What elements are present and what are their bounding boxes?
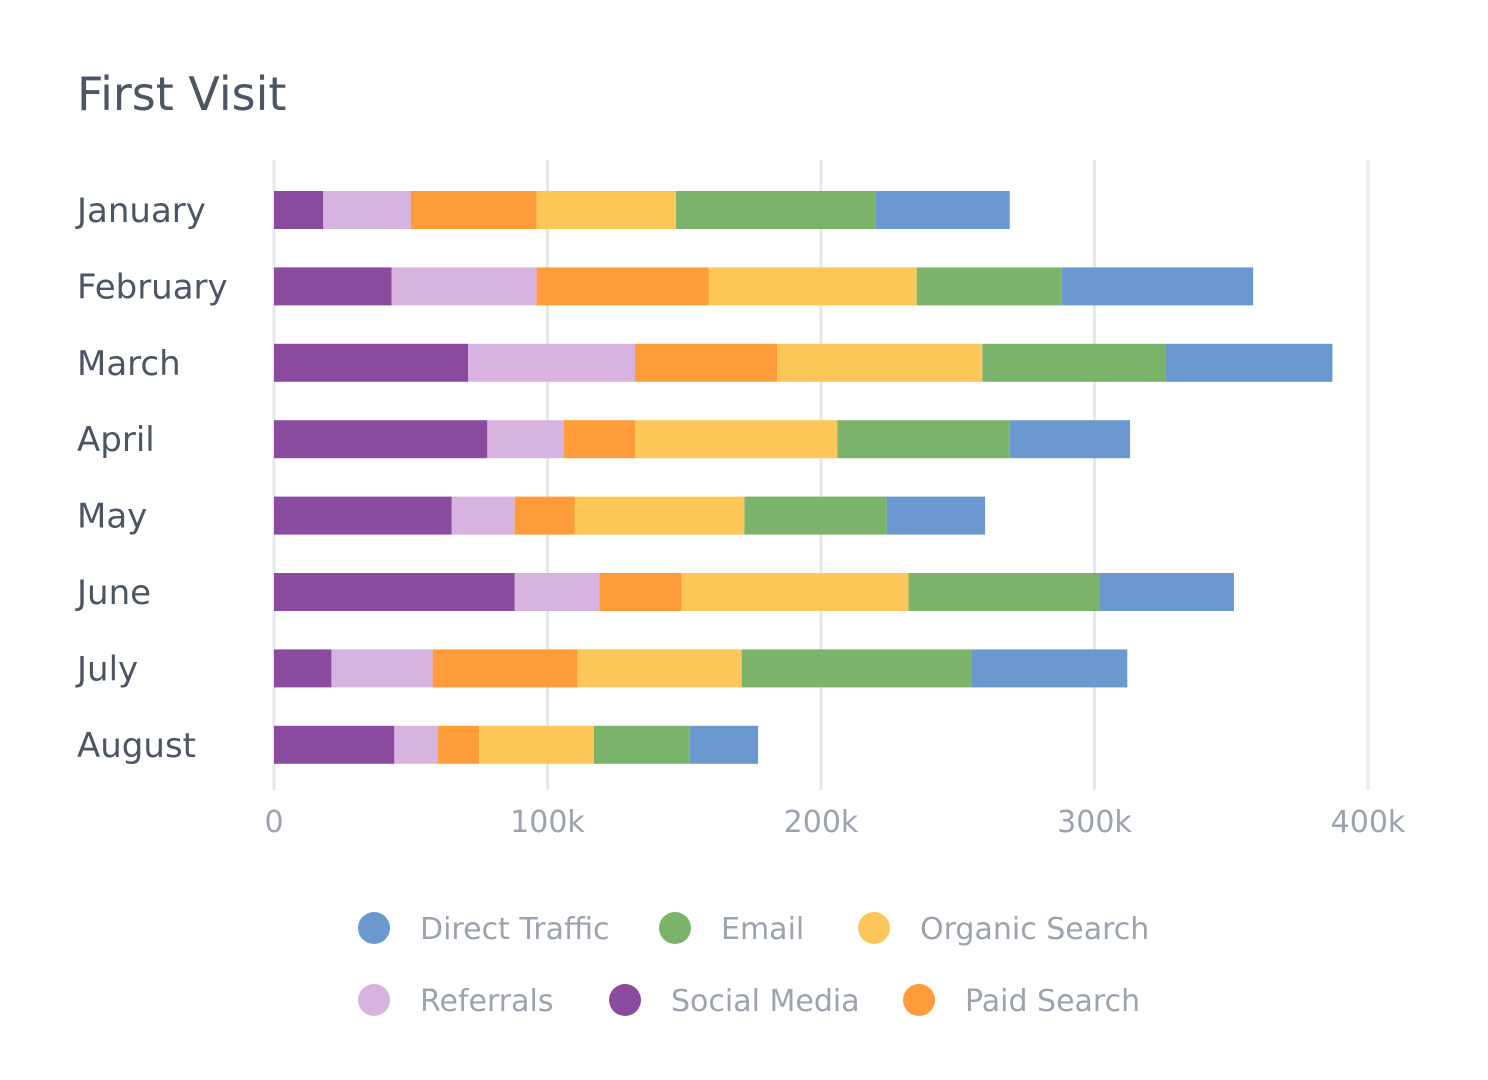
legend-label: Social Media	[671, 984, 860, 1019]
bar-segment	[875, 191, 1010, 229]
bar-segment	[451, 496, 515, 535]
legend-swatch	[358, 984, 390, 1016]
bar-segment	[574, 496, 745, 535]
legend-label: Email	[721, 912, 804, 947]
bar-segment	[391, 267, 537, 306]
bar-segment	[323, 191, 411, 229]
x-tick-label: 100k	[510, 805, 585, 840]
bar-segment	[916, 267, 1062, 306]
bar-segment	[536, 191, 677, 229]
bar-segment	[777, 343, 983, 382]
category-label: June	[75, 573, 151, 613]
bar-segment	[971, 649, 1128, 688]
x-tick-label: 0	[264, 805, 283, 840]
legend-label: Organic Search	[920, 912, 1149, 947]
bar-segment	[274, 573, 515, 611]
x-tick-label: 300k	[1057, 805, 1132, 840]
bar-segment	[274, 725, 395, 764]
legend-label: Referrals	[420, 984, 553, 1019]
bar-segment	[274, 267, 392, 306]
category-label: May	[77, 497, 147, 537]
bar-segment	[593, 725, 690, 764]
bar-segment	[274, 496, 452, 535]
bar-segment	[410, 191, 537, 229]
bar-segment	[274, 343, 469, 382]
bar-segment	[708, 267, 917, 306]
bar-segment	[676, 191, 876, 229]
bar-segment	[982, 343, 1166, 382]
legend-label: Direct Traffic	[420, 912, 610, 947]
category-label: July	[75, 649, 138, 689]
legend-swatch	[659, 912, 691, 944]
bar-segment	[635, 420, 838, 459]
bar-segment	[394, 725, 439, 764]
bar-segment	[514, 573, 600, 611]
bar-segment	[744, 496, 887, 535]
legend-swatch	[609, 984, 641, 1016]
category-label: January	[75, 191, 206, 231]
bar-segment	[274, 191, 324, 229]
bar-segment	[536, 267, 709, 306]
bar-segment	[331, 649, 433, 688]
legend-label: Paid Search	[965, 984, 1140, 1019]
category-label: April	[77, 420, 155, 460]
bar-segment	[837, 420, 1010, 459]
bar-segment	[886, 496, 986, 535]
x-axis-ticks: 0 100k 200k 300k 400k	[264, 805, 1405, 840]
bar-segment	[514, 496, 575, 535]
bar-segment	[438, 725, 480, 764]
bar-segment	[908, 573, 1100, 611]
legend: Direct Traffic Email Organic Search Referra…	[358, 912, 1149, 1019]
bar-segment	[487, 420, 564, 459]
x-tick-label: 200k	[784, 805, 859, 840]
bar-segment	[1061, 267, 1254, 306]
gridlines	[272, 160, 1370, 790]
bar-segment	[274, 420, 488, 459]
bar-segment	[1165, 343, 1333, 382]
bar-segment	[274, 649, 332, 688]
bars	[274, 191, 1333, 764]
bar-segment	[599, 573, 682, 611]
bar-segment	[577, 649, 742, 688]
bar-segment	[468, 343, 636, 382]
legend-swatch	[903, 984, 935, 1016]
bar-segment	[432, 649, 578, 688]
x-tick-label: 400k	[1331, 805, 1406, 840]
bar-segment	[689, 725, 759, 764]
bar-segment	[681, 573, 909, 611]
bar-segment	[1009, 420, 1131, 459]
category-labels: January February March April May June July Augu…	[75, 191, 228, 766]
category-label: March	[77, 344, 181, 384]
legend-swatch	[358, 912, 390, 944]
legend-swatch	[858, 912, 890, 944]
bar-segment	[479, 725, 594, 764]
bar-segment	[563, 420, 636, 459]
bar-segment	[741, 649, 972, 688]
bar-segment	[635, 343, 778, 382]
category-label: February	[77, 267, 228, 307]
bar-segment	[1099, 573, 1234, 611]
category-label: August	[77, 726, 196, 766]
chart-title: First Visit	[77, 67, 286, 121]
